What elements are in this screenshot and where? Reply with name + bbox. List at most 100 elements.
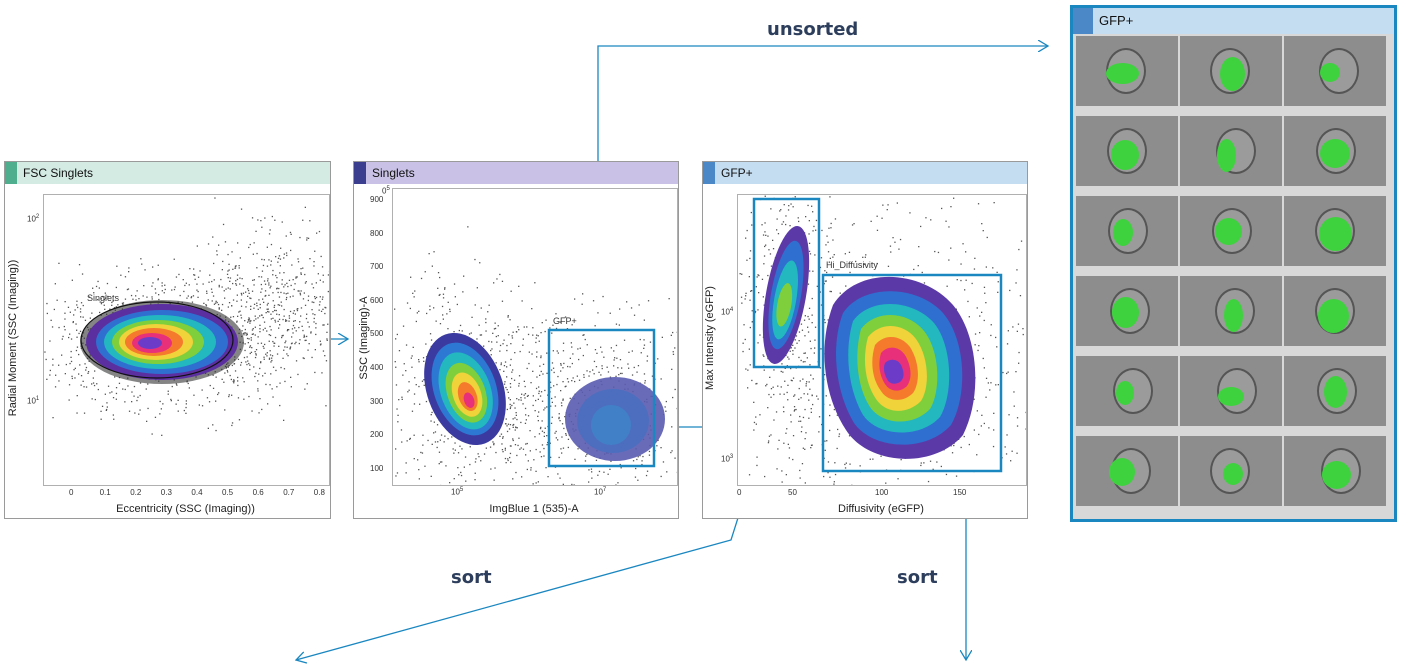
x-tick: 150: [953, 488, 967, 497]
gfp-gate-left: [752, 197, 821, 369]
singlets-gate: [80, 301, 234, 379]
cell-image[interactable]: [1284, 196, 1386, 266]
gfp-signal: [1323, 376, 1347, 408]
panel-singlets[interactable]: Singlets GFP+ 05 900 800 700 600 500 400 300 20…: [353, 161, 679, 519]
gfp-signal: [1219, 57, 1245, 91]
gfp-signal: [1320, 138, 1350, 168]
x-tick: 105: [451, 487, 464, 497]
gfp-signal: [1218, 386, 1244, 406]
scatter-plot[interactable]: Singlets: [43, 194, 330, 486]
cell-image[interactable]: [1180, 196, 1282, 266]
gfp-signal: [1111, 296, 1139, 328]
x-axis-label: Diffusivity (eGFP): [838, 503, 924, 515]
gfp-signal: [1105, 62, 1139, 84]
panel-swatch: [354, 162, 366, 184]
y-tick: 103: [721, 454, 734, 464]
x-tick: 50: [788, 488, 797, 497]
gate-label: GFP+: [553, 316, 577, 326]
y-tick: 200: [370, 430, 384, 440]
cell-image[interactable]: [1180, 36, 1282, 106]
row-divider: [1076, 106, 1391, 116]
panel-swatch: [1073, 8, 1093, 34]
panel-title: GFP+: [721, 166, 753, 180]
y-tick: 600: [370, 295, 384, 305]
x-tick: 0.8: [313, 488, 325, 497]
cell-image[interactable]: [1180, 116, 1282, 186]
density-scatter: [394, 226, 677, 485]
label-sort-left: sort: [451, 567, 492, 588]
x-tick: 0.7: [283, 488, 295, 497]
x-tick: 0: [69, 488, 74, 497]
cell-image[interactable]: [1284, 116, 1386, 186]
y-tick: 500: [370, 329, 384, 339]
x-tick: 100: [875, 488, 889, 497]
gfp-signal: [1216, 138, 1236, 172]
cell-image[interactable]: [1180, 276, 1282, 346]
gate-label: Hi_Diffusivity: [826, 260, 878, 270]
cell-image[interactable]: [1180, 356, 1282, 426]
cell-image[interactable]: [1284, 356, 1386, 426]
y-tick: 104: [721, 307, 734, 317]
x-tick: 0.2: [130, 488, 142, 497]
cell-image[interactable]: [1076, 36, 1178, 106]
gfp-signal: [1320, 62, 1340, 82]
panel-swatch: [5, 162, 17, 184]
y-tick: 800: [370, 228, 384, 238]
density-scatter: [44, 197, 329, 436]
x-tick: 0.1: [99, 488, 111, 497]
cell-image[interactable]: [1076, 116, 1178, 186]
row-divider: [1076, 266, 1391, 276]
gfp-signal: [1321, 461, 1351, 489]
y-tick: 100: [370, 463, 384, 473]
gfp-signal: [1223, 463, 1243, 485]
panel-title-bar: GFP+: [703, 162, 1027, 184]
hi-diffusivity-gate: [821, 273, 1003, 473]
gfp-signal: [1111, 140, 1139, 170]
cell-image[interactable]: [1076, 356, 1178, 426]
cell-image[interactable]: [1284, 276, 1386, 346]
gfp-signal: [1109, 458, 1135, 486]
cell-image[interactable]: [1076, 276, 1178, 346]
cell-image-grid: [1076, 36, 1391, 517]
y-axis-label: Max Intensity (eGFP): [704, 286, 716, 390]
panel-gfp[interactable]: GFP+ Hi_Diffusivity 104 103 0 50 100 150 Di…: [702, 161, 1028, 519]
row-divider: [1076, 186, 1391, 196]
x-tick: 0.4: [191, 488, 203, 497]
y-tick: 400: [370, 363, 384, 372]
y-tick: 300: [370, 396, 384, 406]
density-scatter: [739, 195, 1026, 485]
row-divider: [1076, 346, 1391, 356]
label-sort-right: sort: [897, 567, 938, 588]
panel-title-bar: GFP+: [1073, 8, 1394, 34]
scatter-plot[interactable]: GFP+: [392, 188, 678, 486]
panel-title-bar: FSC Singlets: [5, 162, 330, 184]
cell-image[interactable]: [1076, 436, 1178, 506]
x-tick: 0.5: [222, 488, 234, 497]
cell-image[interactable]: [1076, 196, 1178, 266]
gfp-gate: [547, 328, 656, 468]
gfp-signal: [1116, 381, 1134, 405]
scatter-plot[interactable]: Hi_Diffusivity: [737, 194, 1027, 486]
row-divider: [1076, 506, 1391, 516]
y-tick: 900: [370, 195, 384, 204]
panel-fsc-singlets[interactable]: FSC Singlets Singlets 102 101 0 0.1 0.2 0.3…: [4, 161, 331, 519]
gfp-signal: [1317, 299, 1349, 333]
y-tick: 101: [27, 396, 40, 406]
gate-label: Singlets: [87, 293, 120, 303]
x-tick: 0.6: [252, 488, 264, 497]
y-top-tick: 05: [382, 186, 390, 196]
panel-swatch: [703, 162, 715, 184]
gfp-image-gallery[interactable]: GFP+: [1070, 5, 1397, 522]
y-tick: 102: [27, 214, 40, 224]
x-tick: 0.3: [160, 488, 172, 497]
gfp-signal: [1214, 217, 1242, 245]
x-axis-label: Eccentricity (SSC (Imaging)): [116, 503, 255, 515]
y-axis-label: SSC (Imaging)-A: [358, 296, 370, 380]
gfp-signal: [1113, 218, 1133, 246]
cell-image[interactable]: [1284, 36, 1386, 106]
x-axis-label: ImgBlue 1 (535)-A: [489, 503, 579, 515]
x-tick: 0: [737, 488, 742, 497]
cell-image[interactable]: [1180, 436, 1282, 506]
panel-title: Singlets: [372, 166, 415, 180]
cell-image[interactable]: [1284, 436, 1386, 506]
